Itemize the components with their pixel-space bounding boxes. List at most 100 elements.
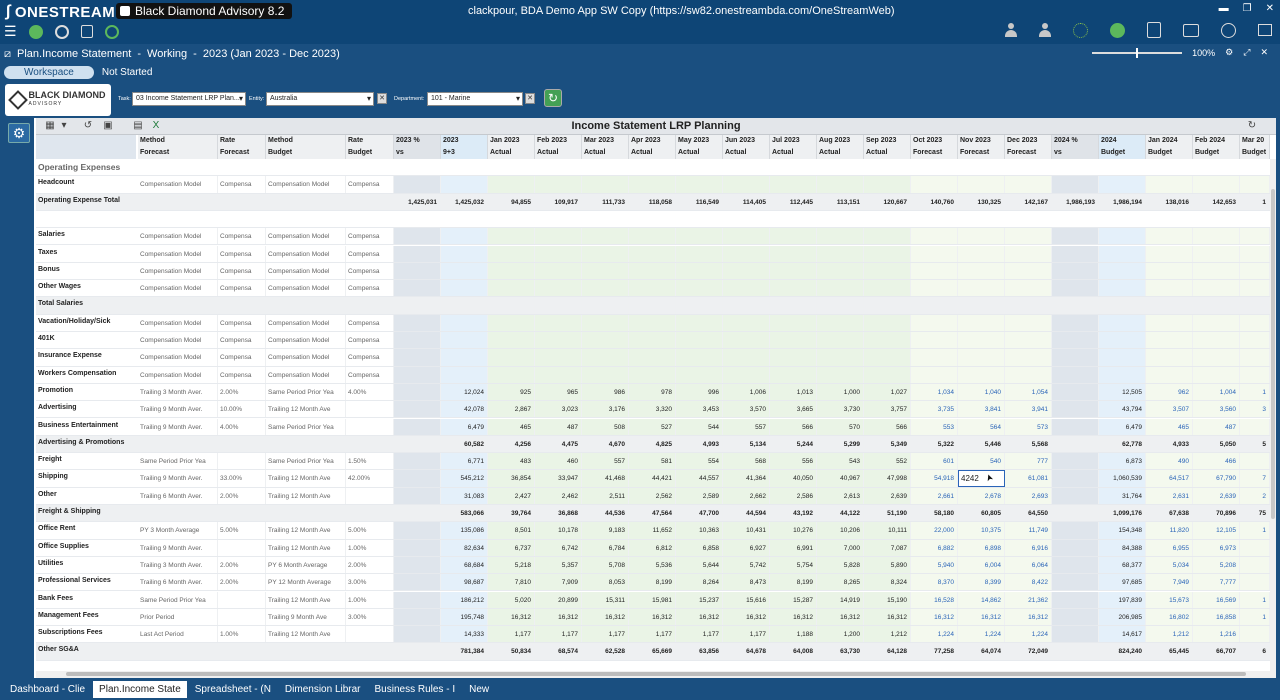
method-cell[interactable]: Trailing 9 Month Aver.: [138, 418, 218, 435]
value-cell[interactable]: [1240, 349, 1270, 366]
value-cell[interactable]: 22,000: [911, 522, 958, 539]
value-cell[interactable]: 5,890: [864, 556, 911, 574]
value-cell[interactable]: 1,212: [1146, 626, 1193, 643]
value-cell[interactable]: 98,687: [441, 574, 488, 591]
value-cell[interactable]: 10,276: [770, 522, 817, 539]
column-header[interactable]: May 2023: [676, 135, 723, 147]
value-cell[interactable]: [1052, 176, 1099, 193]
value-cell[interactable]: 154,348: [1099, 522, 1146, 539]
method-cell[interactable]: Trailing 9 Month Aver.: [138, 539, 218, 556]
value-cell[interactable]: 566: [864, 418, 911, 435]
method-cell[interactable]: 3.00%: [346, 608, 394, 626]
value-cell[interactable]: [1099, 314, 1146, 331]
value-cell[interactable]: 570: [817, 418, 864, 435]
value-cell[interactable]: 5,742: [723, 556, 770, 574]
pin-icon[interactable]: ⚙: [1225, 47, 1234, 57]
value-cell[interactable]: 6,873: [1099, 453, 1146, 470]
value-cell[interactable]: [1240, 176, 1270, 193]
department-clear-icon[interactable]: ✕: [525, 93, 535, 104]
method-cell[interactable]: Compensa: [218, 245, 266, 262]
value-cell[interactable]: [911, 366, 958, 383]
value-cell[interactable]: 2,662: [723, 487, 770, 504]
refresh-app-icon[interactable]: [1110, 22, 1125, 38]
user-icon[interactable]: [1005, 23, 1017, 37]
value-cell[interactable]: 8,199: [770, 574, 817, 591]
value-cell[interactable]: [535, 349, 582, 366]
value-cell[interactable]: [1146, 245, 1193, 262]
value-cell[interactable]: 556: [770, 453, 817, 470]
value-cell[interactable]: [817, 176, 864, 193]
value-cell[interactable]: 16,312: [535, 608, 582, 626]
value-cell[interactable]: 540: [958, 453, 1005, 470]
column-subheader[interactable]: Actual: [535, 147, 582, 159]
column-subheader[interactable]: Actual: [770, 147, 817, 159]
method-cell[interactable]: Same Period Prior Yea: [266, 418, 346, 435]
clipboard-icon[interactable]: [1147, 22, 1161, 38]
value-cell[interactable]: 14,862: [958, 591, 1005, 608]
value-cell[interactable]: [911, 280, 958, 297]
value-cell[interactable]: [1146, 228, 1193, 245]
value-cell[interactable]: [629, 366, 676, 383]
value-cell[interactable]: 5,644: [676, 556, 723, 574]
refresh-grid-icon[interactable]: ↻: [1247, 120, 1257, 131]
value-cell[interactable]: 16,312: [911, 608, 958, 626]
value-cell[interactable]: [958, 349, 1005, 366]
value-cell[interactable]: [441, 176, 488, 193]
method-cell[interactable]: [346, 401, 394, 418]
value-cell[interactable]: 31,083: [441, 487, 488, 504]
value-cell[interactable]: 1,054: [1005, 383, 1052, 401]
value-cell[interactable]: [723, 262, 770, 280]
method-cell[interactable]: Compensa: [218, 262, 266, 280]
value-cell[interactable]: 581: [629, 453, 676, 470]
method-cell[interactable]: Same Period Prior Yea: [266, 453, 346, 470]
method-cell[interactable]: Compensation Model: [266, 332, 346, 349]
value-cell[interactable]: 21,362: [1005, 591, 1052, 608]
column-subheader[interactable]: Forecast: [1005, 147, 1052, 159]
value-cell[interactable]: 8,399: [958, 574, 1005, 591]
value-cell[interactable]: [770, 366, 817, 383]
home-icon[interactable]: [28, 24, 43, 39]
value-cell[interactable]: 1,224: [1005, 626, 1052, 643]
value-cell[interactable]: 487: [1193, 418, 1240, 435]
value-cell[interactable]: [1193, 176, 1240, 193]
value-cell[interactable]: 568: [723, 453, 770, 470]
column-header[interactable]: Mar 20: [1240, 135, 1270, 147]
value-cell[interactable]: 3,560: [1193, 401, 1240, 418]
value-cell[interactable]: 3,507: [1146, 401, 1193, 418]
value-cell[interactable]: 15,981: [629, 591, 676, 608]
value-cell[interactable]: [958, 176, 1005, 193]
value-cell[interactable]: [1052, 349, 1099, 366]
value-cell[interactable]: 601: [911, 453, 958, 470]
value-cell[interactable]: [629, 245, 676, 262]
value-cell[interactable]: 15,616: [723, 591, 770, 608]
method-cell[interactable]: Trailing 12 Month Ave: [266, 470, 346, 487]
value-cell[interactable]: 1,177: [582, 626, 629, 643]
method-cell[interactable]: Trailing 6 Month Aver.: [138, 574, 218, 591]
value-cell[interactable]: [441, 245, 488, 262]
value-cell[interactable]: [1052, 332, 1099, 349]
value-cell[interactable]: 10,431: [723, 522, 770, 539]
excel-icon[interactable]: X: [152, 120, 160, 131]
zoom-slider[interactable]: [1092, 47, 1183, 58]
value-cell[interactable]: 14,617: [1099, 626, 1146, 643]
task-activity-icon[interactable]: [1073, 22, 1088, 38]
value-cell[interactable]: [535, 245, 582, 262]
method-cell[interactable]: Trailing 9 Month Ave: [266, 608, 346, 626]
method-cell[interactable]: Compensa: [346, 314, 394, 331]
value-cell[interactable]: [535, 332, 582, 349]
value-cell[interactable]: [1240, 245, 1270, 262]
value-cell[interactable]: [488, 280, 535, 297]
value-cell[interactable]: [582, 228, 629, 245]
value-cell[interactable]: 44,557: [676, 470, 723, 487]
globe-icon[interactable]: [54, 24, 69, 39]
value-cell[interactable]: [394, 176, 441, 193]
value-cell[interactable]: [723, 332, 770, 349]
value-cell[interactable]: 3,757: [864, 401, 911, 418]
value-cell[interactable]: 3: [1240, 401, 1270, 418]
value-cell[interactable]: [1052, 366, 1099, 383]
value-cell[interactable]: [629, 280, 676, 297]
column-header[interactable]: Rate: [218, 135, 266, 147]
value-cell[interactable]: 68,377: [1099, 556, 1146, 574]
value-cell[interactable]: [441, 314, 488, 331]
value-cell[interactable]: [817, 366, 864, 383]
